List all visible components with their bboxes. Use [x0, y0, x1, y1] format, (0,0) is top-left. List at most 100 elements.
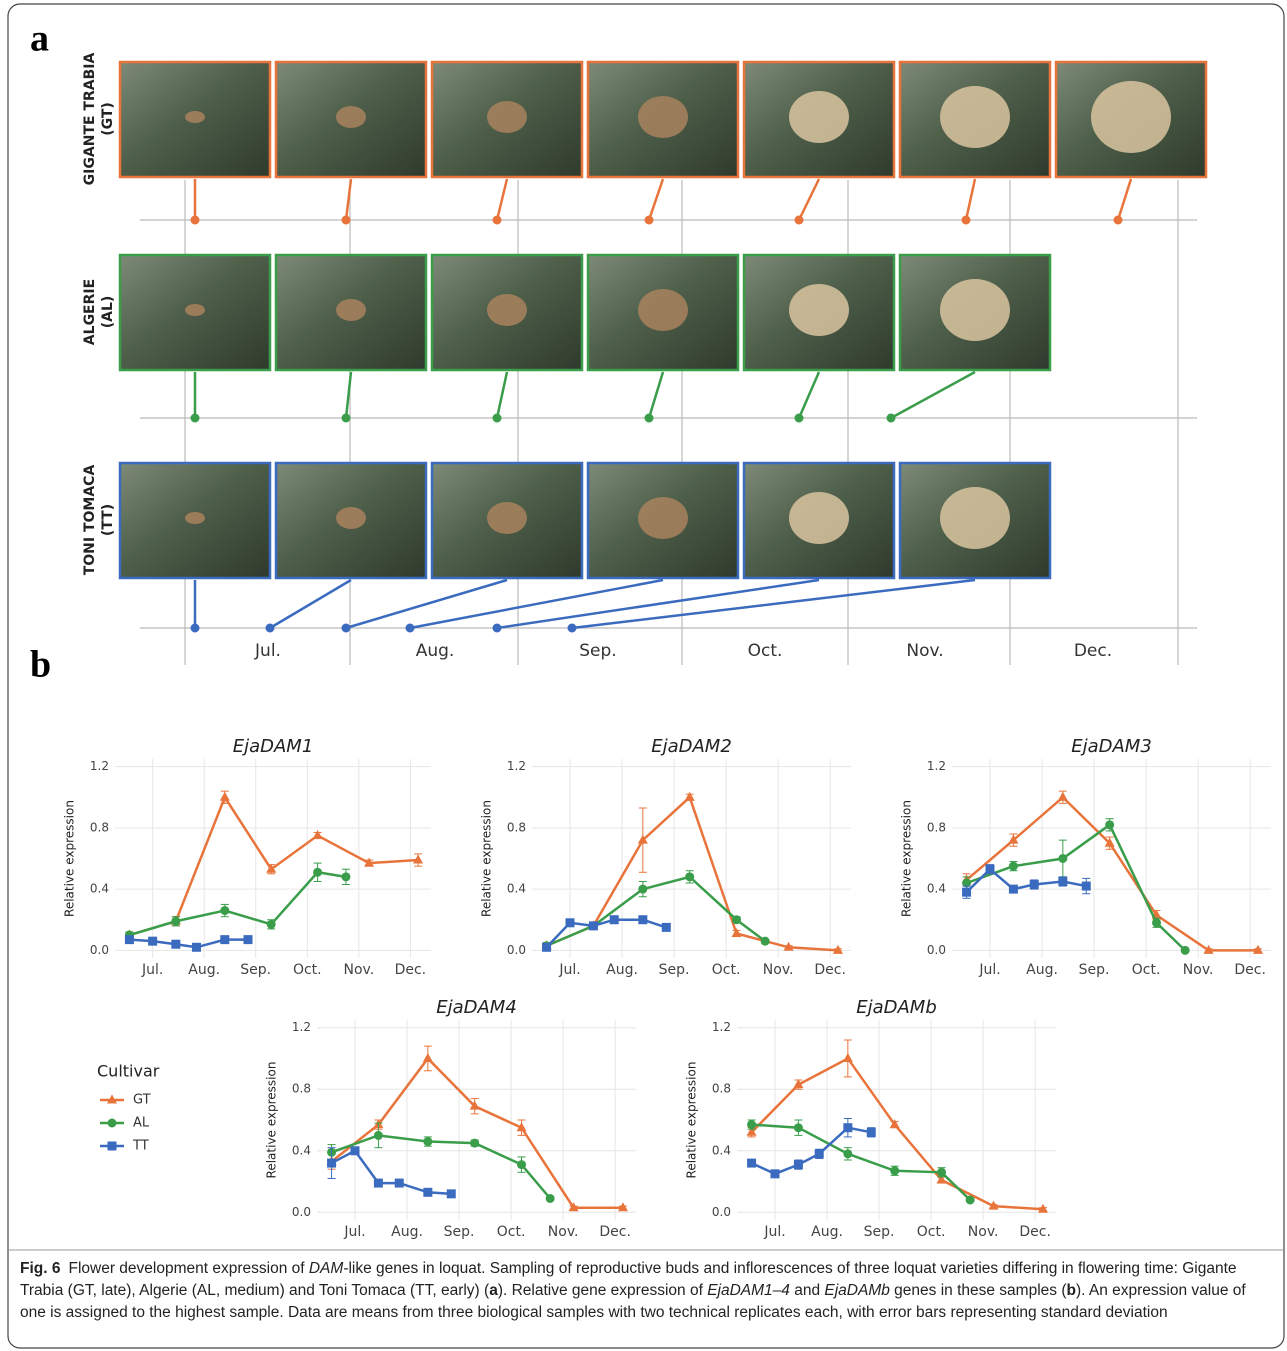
photo-bud	[336, 507, 366, 529]
sample-dot	[887, 414, 896, 423]
x-tick-label: Jul.	[978, 962, 1000, 978]
marker	[937, 1168, 946, 1177]
marker	[1082, 882, 1091, 891]
caption-text: EjaDAMb	[824, 1282, 889, 1299]
y-tick-label: 0.0	[927, 943, 946, 957]
photo-bud	[638, 497, 688, 539]
y-tick-label: 0.0	[507, 943, 526, 957]
x-tick-label: Sep.	[864, 1224, 895, 1240]
sample-dot	[342, 216, 351, 225]
marker	[423, 1188, 432, 1197]
chart-title: EjaDAM3	[1071, 736, 1152, 757]
panel-label: b	[30, 644, 51, 686]
x-tick-label: Oct.	[917, 1224, 946, 1240]
marker	[350, 1146, 359, 1155]
row-code: (TT)	[100, 504, 116, 536]
photo-bud	[487, 101, 527, 133]
y-tick-label: 1.2	[712, 1020, 731, 1034]
y-tick-label: 1.2	[90, 759, 109, 773]
sample-dot	[191, 414, 200, 423]
marker	[374, 1131, 383, 1140]
photo-bud	[789, 91, 849, 143]
marker	[761, 937, 770, 946]
sample-dot	[795, 216, 804, 225]
photo-bud	[789, 284, 849, 336]
photo-bud	[789, 492, 849, 544]
series-line	[752, 1058, 1043, 1209]
x-tick-label: Oct.	[293, 962, 322, 978]
row-code: (AL)	[100, 296, 116, 329]
marker	[815, 1149, 824, 1158]
y-axis-label: Relative expression	[480, 800, 494, 917]
caption-text: a	[489, 1282, 498, 1299]
marker	[423, 1137, 432, 1146]
marker	[517, 1160, 526, 1169]
row-code: (GT)	[100, 102, 116, 136]
marker	[685, 792, 695, 801]
marker	[966, 1196, 975, 1205]
sample-dot	[962, 216, 971, 225]
month-label: Oct.	[748, 641, 783, 661]
y-tick-label: 1.2	[292, 1020, 311, 1034]
y-tick-label: 0.4	[292, 1143, 311, 1157]
row-label: GIGANTE TRABIA	[82, 53, 98, 186]
marker	[985, 865, 994, 874]
marker	[565, 918, 574, 927]
x-tick-label: Nov.	[763, 962, 794, 978]
x-tick-label: Dec.	[599, 1224, 631, 1240]
panel-label: a	[30, 18, 49, 60]
series-line	[967, 797, 1258, 950]
marker	[843, 1053, 853, 1062]
marker	[589, 921, 598, 930]
photo-bud	[1091, 81, 1171, 153]
connector	[497, 372, 507, 418]
month-label: Jul.	[254, 641, 281, 661]
x-tick-label: Nov.	[343, 962, 374, 978]
caption-text: genes in these samples (	[890, 1282, 1067, 1299]
marker	[341, 872, 350, 881]
marker	[313, 830, 323, 839]
y-tick-label: 0.4	[90, 882, 109, 896]
row-label: TONI TOMACA	[82, 465, 98, 576]
x-tick-label: Nov.	[968, 1224, 999, 1240]
marker	[125, 935, 134, 944]
y-tick-label: 0.4	[507, 882, 526, 896]
y-axis-label: Relative expression	[685, 1062, 699, 1179]
x-tick-label: Oct.	[712, 962, 741, 978]
connector	[649, 179, 663, 220]
x-tick-label: Dec.	[814, 962, 846, 978]
caption-text: b	[1066, 1282, 1075, 1299]
marker	[192, 943, 201, 952]
marker	[546, 1194, 555, 1203]
photo-bud	[638, 289, 688, 331]
marker	[732, 928, 742, 937]
photo-bud	[185, 304, 205, 316]
y-tick-label: 1.2	[507, 759, 526, 773]
sample-dot	[493, 216, 502, 225]
marker	[867, 1128, 876, 1137]
photo-bud	[940, 487, 1010, 549]
y-tick-label: 0.0	[292, 1205, 311, 1219]
x-tick-label: Dec.	[1019, 1224, 1051, 1240]
marker	[1058, 854, 1067, 863]
sample-dot	[1114, 216, 1123, 225]
marker	[747, 1159, 756, 1168]
x-tick-label: Jul.	[141, 962, 163, 978]
month-label: Dec.	[1074, 641, 1112, 661]
marker	[770, 1169, 779, 1178]
sample-dot	[406, 624, 415, 633]
marker	[220, 935, 229, 944]
marker	[1030, 880, 1039, 889]
caption-text: ). Relative gene expression of	[498, 1282, 707, 1299]
figure-frame	[8, 4, 1284, 1348]
photo-bud	[487, 294, 527, 326]
marker	[447, 1189, 456, 1198]
marker	[171, 940, 180, 949]
x-tick-label: Aug.	[391, 1224, 423, 1240]
connector	[799, 179, 819, 220]
marker	[395, 1179, 404, 1188]
y-tick-label: 0.8	[507, 820, 526, 834]
month-label: Nov.	[906, 641, 943, 661]
sample-dot	[342, 624, 351, 633]
photo-bud	[487, 502, 527, 534]
